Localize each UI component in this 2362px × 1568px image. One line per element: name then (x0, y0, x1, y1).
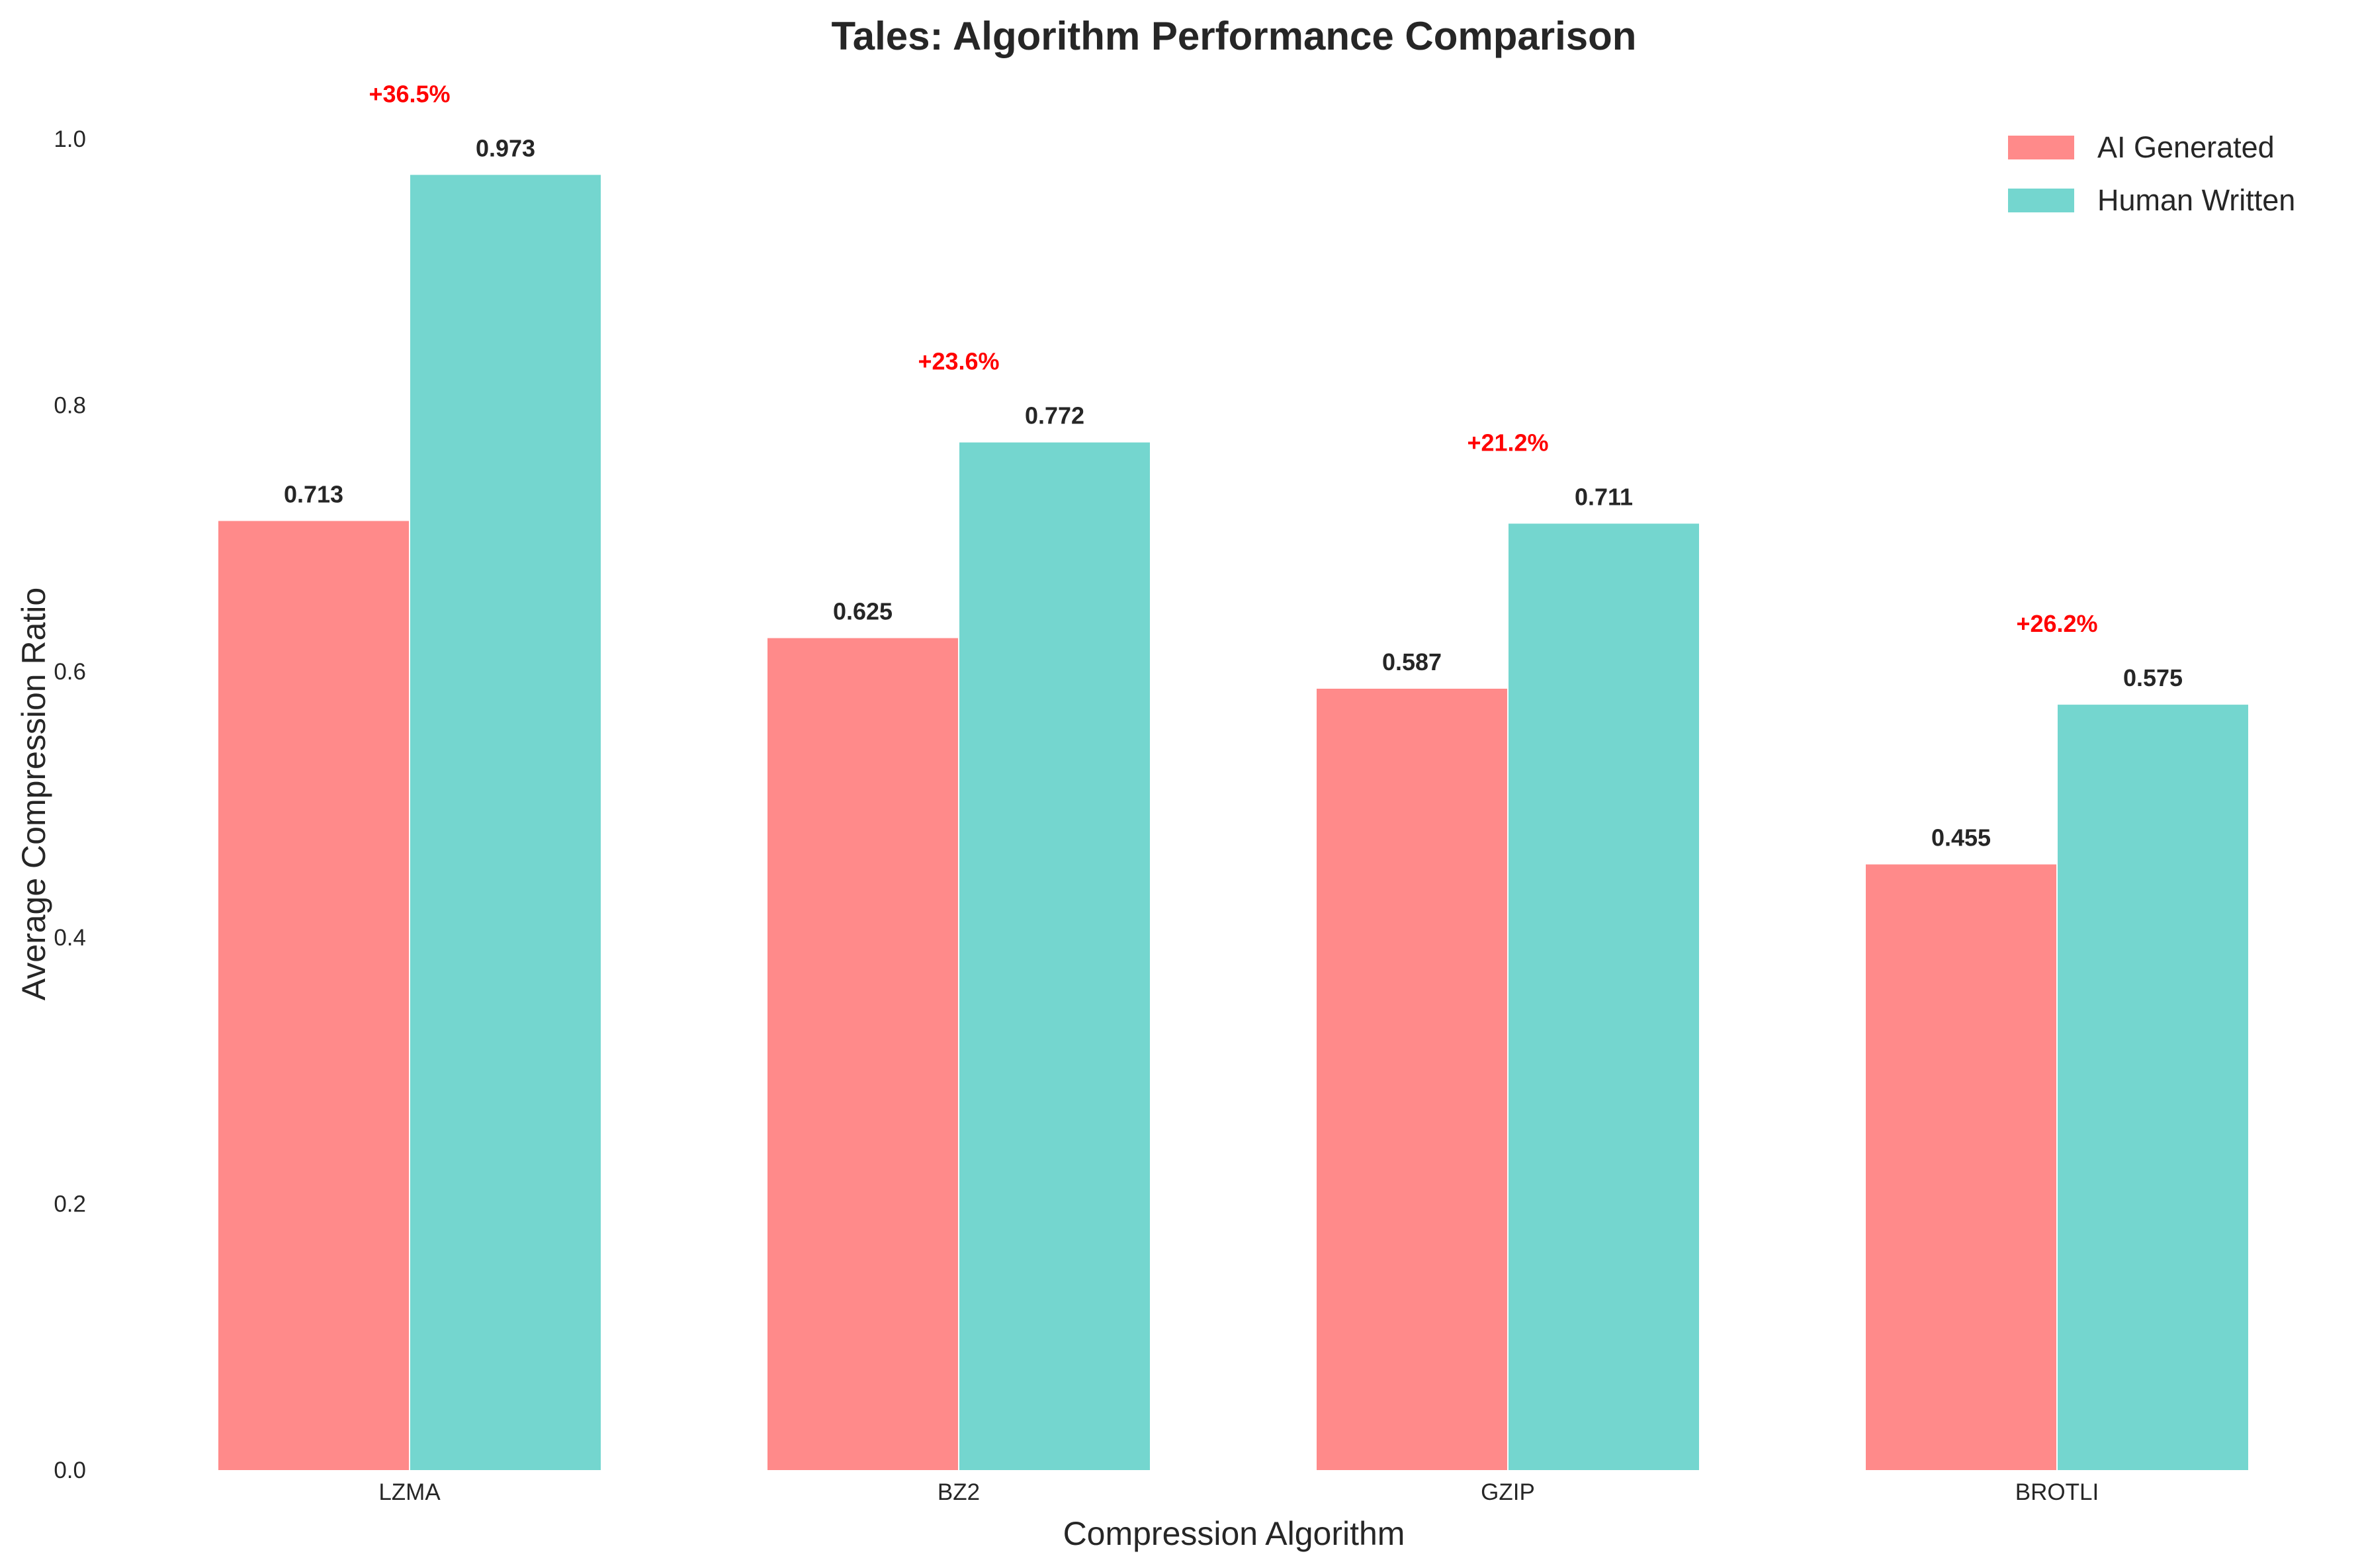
bar-ai-generated-brotli (1866, 864, 2056, 1470)
bar-ai-generated-bz2 (767, 638, 958, 1470)
legend-swatch (2008, 136, 2074, 159)
y-tick-label: 1.0 (54, 126, 86, 152)
bar-value-label: 0.772 (1025, 402, 1084, 429)
bar-human-written-gzip (1509, 523, 1699, 1470)
bar-value-label: 0.625 (833, 598, 893, 625)
x-tick-label: BROTLI (2015, 1479, 2099, 1505)
difference-annotation: +23.6% (918, 348, 999, 375)
bar-human-written-bz2 (959, 442, 1150, 1470)
y-tick-label: 0.0 (54, 1458, 86, 1483)
bar-value-label: 0.713 (284, 480, 343, 507)
difference-annotation: +36.5% (369, 80, 450, 107)
bar-human-written-brotli (2058, 705, 2248, 1470)
y-axis-ticks: 0.0 0.2 0.4 0.6 0.8 1.0 (54, 126, 86, 1483)
bar-value-label: 0.455 (1931, 824, 1991, 851)
bar-ai-generated-lzma (218, 521, 409, 1470)
y-tick-label: 0.2 (54, 1192, 86, 1217)
legend-label: AI Generated (2097, 130, 2275, 164)
legend: AI Generated Human Written (2008, 130, 2295, 217)
bars (218, 175, 2248, 1471)
bar-value-label: 0.711 (1575, 483, 1633, 510)
x-tick-label: BZ2 (938, 1479, 980, 1505)
y-tick-label: 0.8 (54, 392, 86, 418)
value-labels: 0.713 0.973 0.625 0.772 0.587 0.711 0.455 0.575 (284, 134, 2183, 851)
y-tick-label: 0.6 (54, 659, 86, 685)
difference-annotation: +26.2% (2016, 610, 2097, 637)
x-axis-ticks: LZMA BZ2 GZIP BROTLI (378, 1479, 2099, 1505)
difference-annotation: +21.2% (1467, 429, 1548, 456)
bar-value-label: 0.575 (2123, 664, 2183, 691)
bar-value-label: 0.587 (1382, 648, 1442, 675)
y-tick-label: 0.4 (54, 925, 86, 951)
x-tick-label: GZIP (1481, 1479, 1535, 1505)
legend-swatch (2008, 189, 2074, 212)
x-axis-label: Compression Algorithm (1063, 1515, 1405, 1552)
difference-annotations: +36.5% +23.6% +21.2% +26.2% (369, 80, 2097, 637)
chart-title: Tales: Algorithm Performance Comparison (832, 14, 1637, 58)
y-axis-label: Average Compression Ratio (15, 588, 52, 1000)
bar-human-written-lzma (410, 175, 601, 1471)
x-tick-label: LZMA (378, 1479, 441, 1505)
bar-ai-generated-gzip (1317, 688, 1507, 1470)
bar-value-label: 0.973 (476, 134, 535, 161)
legend-label: Human Written (2097, 183, 2295, 217)
